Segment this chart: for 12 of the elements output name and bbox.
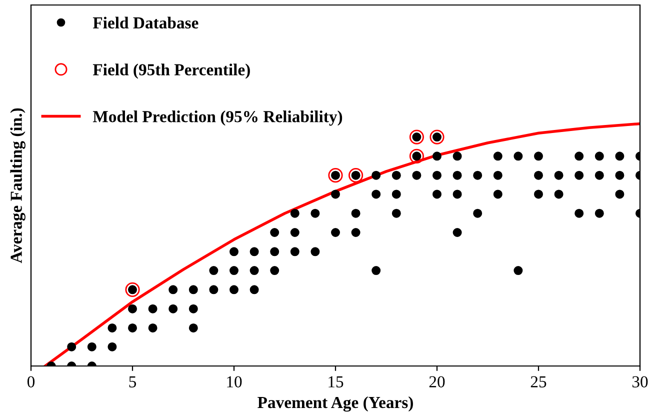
x-tick-label: 20 xyxy=(429,376,445,388)
x-tick-label: 5 xyxy=(129,376,136,388)
x-tick-label: 30 xyxy=(632,376,648,388)
x-tick-label: 0 xyxy=(27,376,35,388)
x-tick-label: 10 xyxy=(227,376,242,388)
y-axis-title: Average Faulting (in.) xyxy=(10,108,26,264)
x-tick-label: 25 xyxy=(530,376,546,388)
legend-label: Field Database xyxy=(92,16,198,28)
x-tick-label: 15 xyxy=(328,376,344,388)
x-axis-title: Pavement Age (Years) xyxy=(258,396,413,412)
legend-label: Field (95th Percentile) xyxy=(92,64,250,79)
legend-label: Model Prediction (95% Reliability) xyxy=(92,110,342,126)
